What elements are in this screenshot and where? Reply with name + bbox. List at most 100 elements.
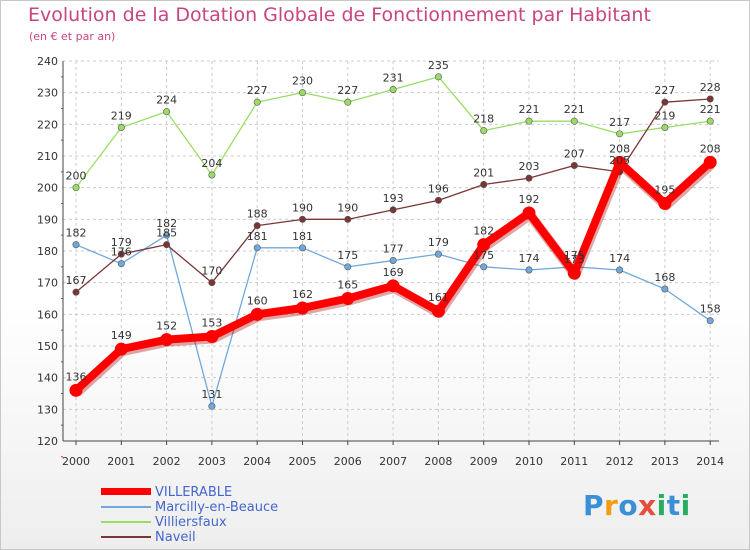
legend-item-marcilly-en-beauce: Marcilly-en-Beauce (101, 500, 361, 515)
legend-label-naveil: Naveil (155, 530, 196, 545)
point-villerable-2008 (431, 304, 445, 318)
legend: VILLERABLE Marcilly-en-Beauce Villiersfaux… (101, 485, 361, 545)
point-naveil-2001 (117, 250, 125, 258)
legend-swatch-villiersfaux (101, 521, 151, 523)
point-villiersfaux-2013 (661, 124, 669, 132)
point-villiersfaux-2014 (706, 117, 714, 125)
data-label-naveil-2002: 185 (156, 227, 177, 240)
data-label-marcilly-en-beauce-2005: 181 (292, 230, 313, 243)
point-villerable-2000 (69, 383, 83, 397)
point-villerable-2001 (114, 342, 128, 356)
x-tick-label-2001: 2001 (107, 455, 135, 468)
point-naveil-2013 (661, 98, 669, 106)
point-marcilly-en-beauce-2013 (661, 285, 669, 293)
legend-item-villiersfaux: Villiersfaux (101, 515, 361, 530)
data-label-marcilly-en-beauce-2014: 158 (700, 303, 721, 316)
data-label-villiersfaux-2010: 221 (519, 103, 540, 116)
point-marcilly-en-beauce-2006 (344, 263, 352, 271)
data-label-villerable-2004: 160 (247, 294, 268, 307)
series-layer (69, 73, 717, 410)
point-villerable-2013 (658, 197, 672, 210)
data-label-naveil-2012: 205 (609, 154, 630, 167)
point-naveil-2009 (480, 181, 488, 189)
point-villiersfaux-2002 (163, 108, 171, 116)
point-villiersfaux-2003 (208, 171, 216, 179)
data-label-villiersfaux-2012: 217 (609, 116, 630, 129)
point-villiersfaux-2004 (253, 98, 261, 106)
point-villiersfaux-2006 (344, 98, 352, 106)
logo-letter: t (666, 489, 681, 522)
point-villerable-2007 (386, 279, 400, 293)
y-tick-label-190: 190 (37, 213, 58, 226)
x-tick-label-2002: 2002 (153, 455, 181, 468)
point-villiersfaux-2008 (434, 73, 442, 81)
y-tick-label-240: 240 (37, 55, 58, 68)
logo-letter: i (680, 489, 691, 522)
data-label-villiersfaux-2006: 227 (337, 84, 358, 97)
point-naveil-2007 (389, 206, 397, 214)
point-villiersfaux-2007 (389, 86, 397, 94)
y-tick-label-120: 120 (37, 435, 58, 448)
y-tick-label-130: 130 (37, 403, 58, 416)
logo-letter: x (638, 489, 657, 522)
legend-swatch-villerable (101, 488, 151, 495)
x-tick-label-2009: 2009 (470, 455, 498, 468)
point-naveil-2010 (525, 174, 533, 182)
data-label-marcilly-en-beauce-2008: 179 (428, 236, 449, 249)
data-label-villerable-2003: 153 (201, 317, 222, 330)
data-label-naveil-2011: 207 (564, 148, 585, 161)
y-tick-label-210: 210 (37, 150, 58, 163)
legend-swatch-marcilly-en-beauce (101, 506, 151, 508)
data-label-villiersfaux-2002: 224 (156, 94, 177, 107)
y-tick-label-180: 180 (37, 245, 58, 258)
legend-item-villerable: VILLERABLE (101, 485, 361, 500)
logo-letter: r (604, 489, 619, 522)
x-tick-label-2004: 2004 (243, 455, 271, 468)
point-villiersfaux-2009 (480, 127, 488, 135)
data-label-marcilly-en-beauce-2000: 182 (66, 227, 87, 240)
data-label-naveil-2007: 193 (383, 192, 404, 205)
point-naveil-2003 (208, 279, 216, 287)
data-label-naveil-2000: 167 (66, 274, 87, 287)
point-villerable-2006 (341, 292, 355, 305)
point-villerable-2004 (250, 307, 264, 321)
point-villiersfaux-2011 (570, 117, 578, 125)
y-tick-label-220: 220 (37, 118, 58, 131)
data-label-marcilly-en-beauce-2012: 174 (609, 252, 630, 265)
point-villerable-2010 (522, 206, 536, 220)
data-label-naveil-2014: 228 (700, 81, 721, 94)
grid-layer (63, 60, 719, 442)
data-label-villiersfaux-2008: 235 (428, 59, 449, 72)
data-label-villerable-2009: 182 (473, 225, 494, 238)
point-marcilly-en-beauce-2004 (253, 244, 261, 252)
data-label-villerable-2007: 169 (383, 266, 404, 279)
y-tick-label-150: 150 (37, 340, 58, 353)
x-tick-label-2013: 2013 (651, 455, 679, 468)
data-label-marcilly-en-beauce-2001: 176 (111, 246, 132, 259)
data-label-marcilly-en-beauce-2013: 168 (654, 271, 675, 284)
legend-item-naveil: Naveil (101, 530, 361, 545)
legend-swatch-naveil (101, 536, 151, 538)
point-marcilly-en-beauce-2001 (117, 260, 125, 268)
point-marcilly-en-beauce-2007 (389, 256, 397, 264)
x-tick-label-2005: 2005 (289, 455, 317, 468)
data-label-villerable-2005: 162 (292, 288, 313, 301)
x-tick-label-2012: 2012 (606, 455, 634, 468)
data-label-villiersfaux-2003: 204 (201, 157, 222, 170)
chart-title: Evolution de la Dotation Globale de Fonc… (28, 4, 651, 26)
data-label-villerable-2001: 149 (111, 329, 132, 342)
point-naveil-2002 (163, 241, 171, 249)
y-tick-label-230: 230 (37, 87, 58, 100)
point-villerable-2011 (567, 266, 581, 280)
data-label-marcilly-en-beauce-2006: 175 (337, 249, 358, 262)
point-marcilly-en-beauce-2010 (525, 266, 533, 274)
data-label-marcilly-en-beauce-2003: 131 (201, 388, 222, 401)
point-villiersfaux-2000 (72, 184, 80, 192)
x-tick-label-2014: 2014 (696, 455, 724, 468)
data-label-villerable-2013: 195 (654, 184, 675, 197)
point-villiersfaux-2012 (616, 130, 624, 138)
data-label-villiersfaux-2001: 219 (111, 110, 132, 123)
point-marcilly-en-beauce-2005 (298, 244, 306, 252)
legend-label-marcilly-en-beauce: Marcilly-en-Beauce (155, 500, 279, 515)
point-villerable-2003 (205, 330, 219, 343)
